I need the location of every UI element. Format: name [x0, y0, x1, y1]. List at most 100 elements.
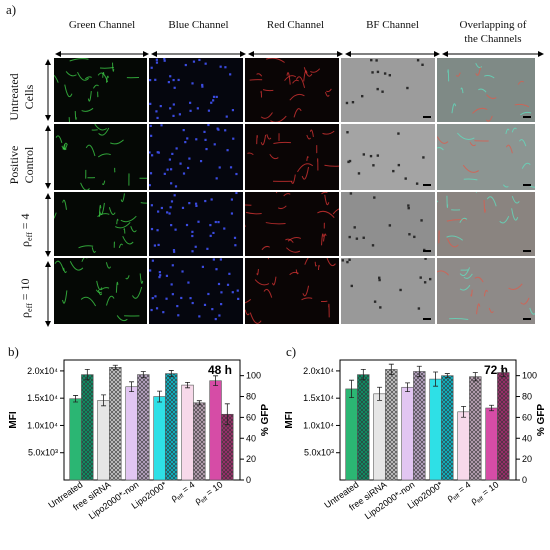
micrograph-feature: [189, 297, 192, 300]
micrograph-feature: [269, 154, 279, 160]
micrograph-feature: [139, 273, 144, 284]
micrograph-feature: [101, 180, 106, 186]
micrograph-feature: [293, 108, 302, 118]
micrograph-feature: [212, 99, 215, 102]
micrograph-feature: [371, 71, 374, 74]
micrograph-feature: [378, 278, 381, 282]
micrograph-feature: [77, 71, 89, 81]
micrograph-feature: [346, 260, 349, 264]
c-errorbar-mfi-4: [433, 371, 439, 387]
column-header-red: Red Channel: [266, 19, 325, 31]
b-errorbar-mfi-2: [101, 394, 107, 407]
micrograph-r1-c1: [54, 58, 147, 122]
micrograph-feature: [231, 109, 235, 112]
micrograph-feature: [116, 218, 119, 225]
micrograph-feature: [306, 134, 311, 140]
micrograph-feature: [214, 220, 217, 224]
micrograph-feature: [189, 109, 192, 112]
micrograph-r3-c3: [245, 192, 339, 256]
micrograph-feature: [483, 200, 486, 213]
micrograph-feature: [168, 158, 172, 161]
micrograph-feature: [348, 258, 351, 261]
micrograph-feature: [275, 192, 278, 194]
micrograph-feature: [217, 128, 220, 131]
b-category-label-6: ρeff = 10: [193, 479, 226, 507]
c-errorbar-mfi-5: [461, 405, 467, 418]
micrograph-feature: [174, 228, 177, 231]
micrograph-r1-c3: [245, 58, 339, 122]
micrograph-feature: [350, 284, 353, 288]
b-ylabel-left: MFI: [8, 411, 19, 428]
micrograph-feature: [428, 277, 432, 281]
micrograph-feature: [170, 168, 173, 171]
micrograph-feature: [155, 61, 159, 64]
scale-bar: [523, 318, 531, 320]
micrograph-feature: [286, 247, 301, 253]
micrograph-feature: [459, 284, 471, 291]
micrograph-feature: [508, 283, 523, 290]
micrograph-texture: [245, 192, 339, 253]
micrograph-feature: [179, 162, 182, 165]
micrograph-feature: [446, 219, 466, 222]
micrograph-feature: [171, 293, 174, 296]
b-bar-gfp-3: [137, 374, 150, 481]
micrograph-feature: [475, 62, 483, 69]
b-errorbar-gfp-5: [196, 400, 202, 406]
micrograph-feature: [191, 82, 194, 85]
column-header-green: Green Channel: [68, 19, 136, 31]
micrograph-feature: [191, 230, 194, 233]
micrograph-feature: [212, 231, 215, 235]
micrograph-feature: [65, 71, 77, 77]
micrograph-feature: [154, 295, 157, 298]
micrograph-feature: [61, 145, 67, 151]
micrograph-feature: [245, 309, 250, 316]
micrograph-feature: [158, 276, 161, 279]
micrograph-feature: [181, 206, 185, 210]
row-header-positive-line1: Positive: [7, 145, 21, 185]
micrograph-feature: [191, 301, 194, 305]
column-header-blue: Blue Channel: [168, 19, 229, 31]
micrograph-r2-c1: [54, 124, 147, 190]
c-category-label-5: ρeff = 4: [445, 479, 474, 504]
micrograph-feature: [455, 72, 461, 77]
micrograph-feature: [201, 85, 204, 88]
micrograph-feature: [157, 210, 160, 213]
micrograph-feature: [189, 101, 192, 104]
micrograph-r2-c3: [245, 124, 339, 190]
row-header-rho4-symbol: ρ: [17, 240, 32, 247]
micrograph-feature: [511, 195, 520, 204]
micrograph-feature: [290, 174, 296, 184]
micrograph-feature: [215, 95, 218, 99]
b-category-label-5: ρeff = 4: [169, 479, 198, 504]
row-header-untreated: Untreated Cells: [7, 65, 37, 129]
micrograph-feature: [198, 315, 201, 318]
micrograph-feature: [375, 59, 378, 62]
micrograph-feature: [397, 163, 401, 167]
micrograph-feature: [520, 297, 530, 305]
micrograph-feature: [150, 66, 153, 69]
micrograph-feature: [297, 163, 314, 173]
micrograph-feature: [163, 58, 166, 60]
micrograph-feature: [230, 212, 234, 215]
row-header-rho4-rest: = 4: [17, 213, 32, 233]
micrograph-feature: [272, 276, 277, 286]
micrograph-texture: [447, 62, 532, 122]
micrograph-feature: [301, 297, 313, 301]
c-bar-gfp-1: [357, 374, 370, 481]
micrograph-feature: [215, 177, 218, 180]
micrograph-feature: [94, 124, 108, 131]
micrograph-feature: [229, 166, 233, 169]
micrograph-feature: [407, 204, 410, 207]
b-right-tick-label: 20: [246, 454, 256, 464]
micrograph-feature: [310, 68, 321, 73]
micrograph-feature: [209, 224, 212, 227]
micrograph-feature: [351, 101, 355, 104]
micrograph-feature: [260, 112, 273, 119]
micrograph-feature: [226, 149, 229, 152]
micrograph-feature: [165, 274, 169, 277]
micrograph-feature: [499, 216, 510, 224]
row-header-untreated-line2: Cells: [22, 84, 36, 110]
micrograph-feature: [463, 178, 478, 181]
micrograph-feature: [149, 269, 152, 272]
micrograph-feature: [332, 208, 339, 215]
